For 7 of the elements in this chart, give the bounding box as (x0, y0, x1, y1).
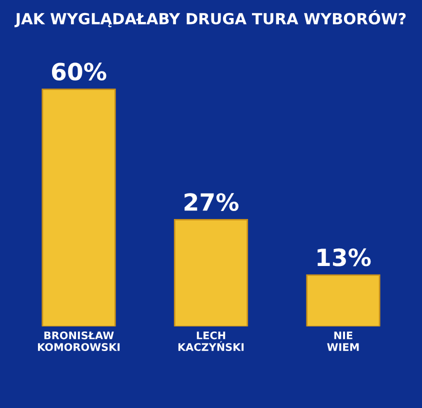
data-label: 60% (52, 62, 106, 81)
x-tick-label: NIE WIEM (327, 332, 359, 351)
data-label: 13% (318, 248, 371, 266)
x-tick-label: BRONISŁAW KOMOROWSKI (38, 331, 120, 351)
x-tick-label: LECH KACZYŃSKI (178, 331, 244, 351)
chart-title: JAK WYGLĄDAŁABY DRUGA TURA WYBORÓW? (14, 10, 406, 28)
data-label: 27% (184, 193, 239, 211)
